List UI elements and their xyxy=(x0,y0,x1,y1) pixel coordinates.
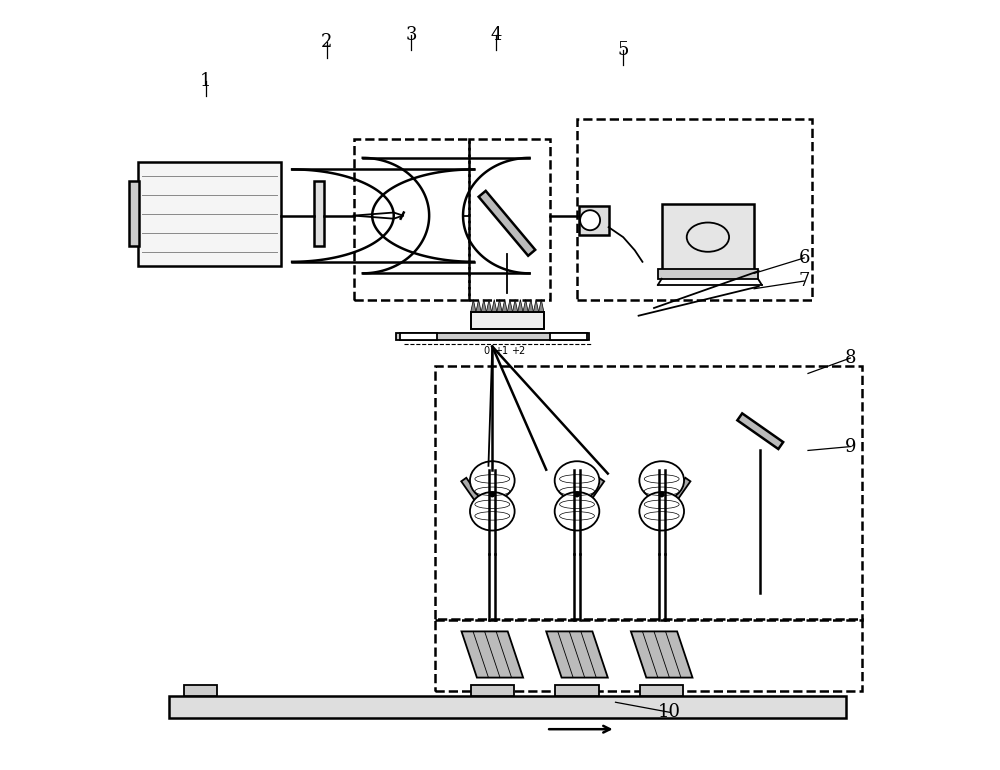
Polygon shape xyxy=(555,685,599,696)
Text: 3: 3 xyxy=(406,25,417,44)
Polygon shape xyxy=(471,685,514,696)
Polygon shape xyxy=(631,631,692,678)
Polygon shape xyxy=(486,300,492,312)
Text: +2: +2 xyxy=(511,346,525,356)
Polygon shape xyxy=(737,413,783,449)
Polygon shape xyxy=(400,333,437,340)
Polygon shape xyxy=(533,300,539,312)
Circle shape xyxy=(659,491,665,497)
Polygon shape xyxy=(658,269,758,279)
Polygon shape xyxy=(518,300,523,312)
Polygon shape xyxy=(476,300,481,312)
Text: 9: 9 xyxy=(845,437,856,456)
Circle shape xyxy=(489,491,495,497)
Polygon shape xyxy=(314,181,324,246)
Polygon shape xyxy=(579,206,609,235)
Polygon shape xyxy=(546,631,608,678)
Polygon shape xyxy=(471,300,476,312)
Ellipse shape xyxy=(470,461,515,500)
Polygon shape xyxy=(550,333,587,340)
Polygon shape xyxy=(396,333,589,340)
Polygon shape xyxy=(581,478,604,507)
Polygon shape xyxy=(539,300,544,312)
Ellipse shape xyxy=(639,492,684,531)
Polygon shape xyxy=(138,162,281,266)
Text: 5: 5 xyxy=(618,41,629,59)
Circle shape xyxy=(580,210,600,230)
Polygon shape xyxy=(507,300,513,312)
Text: 1: 1 xyxy=(200,72,212,90)
Polygon shape xyxy=(169,696,846,718)
Polygon shape xyxy=(513,300,518,312)
Polygon shape xyxy=(528,300,533,312)
Polygon shape xyxy=(481,300,486,312)
Ellipse shape xyxy=(555,461,599,500)
Text: 4: 4 xyxy=(490,25,502,44)
Polygon shape xyxy=(640,685,683,696)
Polygon shape xyxy=(523,300,528,312)
Polygon shape xyxy=(667,478,690,507)
Polygon shape xyxy=(662,204,754,270)
Polygon shape xyxy=(497,300,502,312)
Text: 10: 10 xyxy=(658,703,681,721)
Polygon shape xyxy=(502,300,507,312)
Polygon shape xyxy=(479,191,535,256)
Polygon shape xyxy=(471,312,544,329)
Ellipse shape xyxy=(639,461,684,500)
Text: 6: 6 xyxy=(798,249,810,267)
Text: 2: 2 xyxy=(321,33,332,52)
Polygon shape xyxy=(129,181,139,246)
Polygon shape xyxy=(462,631,523,678)
Text: 0: 0 xyxy=(483,346,489,356)
Polygon shape xyxy=(492,300,497,312)
Text: 7: 7 xyxy=(798,272,810,290)
Ellipse shape xyxy=(555,492,599,531)
Text: 8: 8 xyxy=(845,349,856,367)
Polygon shape xyxy=(461,478,485,507)
Ellipse shape xyxy=(470,492,515,531)
Polygon shape xyxy=(184,685,217,696)
Circle shape xyxy=(574,491,580,497)
Text: +1: +1 xyxy=(494,346,509,356)
